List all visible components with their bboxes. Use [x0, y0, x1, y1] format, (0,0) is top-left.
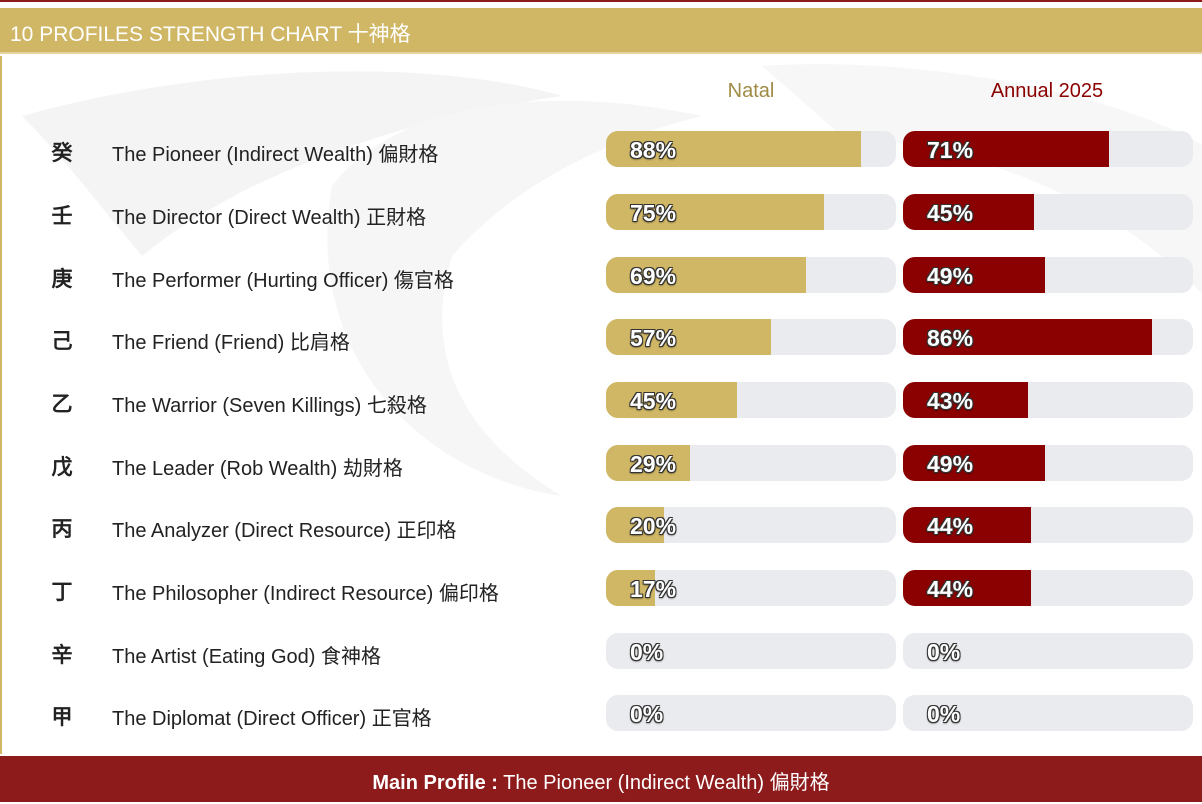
column-header-annual: Annual 2025 — [990, 80, 1104, 102]
annual-bar — [903, 131, 1109, 167]
chart-body: Natal Annual 2025 癸 The Pioneer (Indirect… — [0, 56, 1202, 754]
natal-value-label: 57% — [630, 325, 677, 351]
profile-row: 丁 The Philosopher (Indirect Resource) 偏印格… — [2, 570, 1202, 610]
natal-bar-track: 0% — [606, 633, 896, 669]
profile-row: 丙 The Analyzer (Direct Resource) 正印格 20% 44… — [2, 507, 1202, 547]
natal-bar-track: 69% — [606, 257, 896, 293]
natal-bar — [606, 194, 824, 230]
annual-bar — [903, 445, 1045, 481]
natal-bar-track: 75% — [606, 194, 896, 230]
stem-glyph: 癸 — [51, 142, 73, 165]
annual-bar-track: 49% — [903, 445, 1193, 481]
annual-bar — [903, 570, 1031, 606]
annual-bar-track: 44% — [903, 570, 1193, 606]
profile-label: The Pioneer (Indirect Wealth) 偏財格 — [112, 144, 439, 166]
annual-value-label: 44% — [927, 576, 974, 602]
annual-value-label: 0% — [927, 701, 961, 727]
natal-value-label: 20% — [630, 513, 677, 539]
profile-row: 庚 The Performer (Hurting Officer) 傷官格 69% 4… — [2, 257, 1202, 297]
stem-glyph: 庚 — [51, 268, 73, 291]
chart-title: 10 PROFILES STRENGTH CHART 十神格 — [10, 23, 411, 46]
annual-bar-track: 43% — [903, 382, 1193, 418]
natal-bar-track: 29% — [606, 445, 896, 481]
stem-glyph: 己 — [51, 330, 73, 353]
stem-glyph: 戊 — [51, 456, 73, 479]
profile-label: The Performer (Hurting Officer) 傷官格 — [112, 270, 454, 292]
profile-row: 壬 The Director (Direct Wealth) 正財格 75% 45% — [2, 194, 1202, 234]
natal-bar — [606, 445, 690, 481]
annual-bar-track: 44% — [903, 507, 1193, 543]
profile-row: 辛 The Artist (Eating God) 食神格 0% 0% — [2, 633, 1202, 673]
annual-value-label: 44% — [927, 513, 974, 539]
natal-bar-track: 17% — [606, 570, 896, 606]
stem-glyph: 丙 — [51, 518, 73, 541]
natal-value-label: 0% — [630, 639, 664, 665]
profile-label: The Leader (Rob Wealth) 劫財格 — [112, 458, 403, 480]
natal-bar — [606, 257, 806, 293]
annual-value-label: 45% — [927, 200, 974, 226]
natal-value-label: 17% — [630, 576, 677, 602]
annual-bar-track: 45% — [903, 194, 1193, 230]
annual-bar-track: 0% — [903, 633, 1193, 669]
annual-bar — [903, 257, 1045, 293]
natal-bar-track: 88% — [606, 131, 896, 167]
natal-bar — [606, 570, 655, 606]
natal-bar — [606, 382, 737, 418]
main-profile-text: Main Profile : The Pioneer (Indirect Wea… — [372, 772, 829, 794]
natal-bar — [606, 507, 664, 543]
annual-bar-track: 71% — [903, 131, 1193, 167]
natal-value-label: 45% — [630, 388, 677, 414]
chart-header: 10 PROFILES STRENGTH CHART 十神格 — [0, 8, 1202, 54]
profile-row: 己 The Friend (Friend) 比肩格 57% 86% — [2, 319, 1202, 359]
main-profile-key: Main Profile : — [372, 772, 498, 794]
annual-value-label: 0% — [927, 639, 961, 665]
main-profile-value: The Pioneer (Indirect Wealth) 偏財格 — [497, 772, 830, 794]
stem-glyph: 辛 — [51, 644, 73, 667]
profile-label: The Analyzer (Direct Resource) 正印格 — [112, 520, 457, 542]
natal-bar — [606, 131, 861, 167]
profile-label: The Philosopher (Indirect Resource) 偏印格 — [112, 583, 499, 605]
natal-bar-track: 0% — [606, 695, 896, 731]
natal-value-label: 29% — [630, 451, 677, 477]
profile-label: The Diplomat (Direct Officer) 正官格 — [112, 708, 432, 730]
natal-value-label: 88% — [630, 137, 677, 163]
annual-value-label: 49% — [927, 263, 974, 289]
stem-glyph: 乙 — [51, 393, 73, 416]
profile-row: 甲 The Diplomat (Direct Officer) 正官格 0% 0% — [2, 695, 1202, 735]
annual-bar — [903, 507, 1031, 543]
main-profile-footer: Main Profile : The Pioneer (Indirect Wea… — [0, 756, 1202, 802]
annual-bar — [903, 194, 1034, 230]
annual-bar-track: 86% — [903, 319, 1193, 355]
natal-value-label: 75% — [630, 200, 677, 226]
profile-label: The Warrior (Seven Killings) 七殺格 — [112, 395, 427, 417]
annual-value-label: 49% — [927, 451, 974, 477]
top-strip — [0, 0, 1202, 8]
profile-label: The Friend (Friend) 比肩格 — [112, 332, 350, 354]
natal-bar-track: 45% — [606, 382, 896, 418]
profile-label: The Director (Direct Wealth) 正財格 — [112, 207, 427, 229]
annual-value-label: 86% — [927, 325, 974, 351]
natal-bar-track: 20% — [606, 507, 896, 543]
annual-value-label: 71% — [927, 137, 974, 163]
stem-glyph: 壬 — [51, 205, 73, 228]
natal-value-label: 0% — [630, 701, 664, 727]
annual-bar — [903, 319, 1152, 355]
annual-bar — [903, 382, 1028, 418]
stem-glyph: 甲 — [51, 706, 73, 729]
natal-value-label: 69% — [630, 263, 677, 289]
natal-bar-track: 57% — [606, 319, 896, 355]
column-header-natal: Natal — [727, 80, 775, 102]
annual-value-label: 43% — [927, 388, 974, 414]
profile-row: 乙 The Warrior (Seven Killings) 七殺格 45% 43% — [2, 382, 1202, 422]
profile-label: The Artist (Eating God) 食神格 — [112, 646, 381, 668]
annual-bar-track: 0% — [903, 695, 1193, 731]
stem-glyph: 丁 — [51, 581, 73, 604]
profile-row: 戊 The Leader (Rob Wealth) 劫財格 29% 49% — [2, 445, 1202, 485]
natal-bar — [606, 319, 771, 355]
annual-bar-track: 49% — [903, 257, 1193, 293]
profile-row: 癸 The Pioneer (Indirect Wealth) 偏財格 88% 71% — [2, 131, 1202, 171]
